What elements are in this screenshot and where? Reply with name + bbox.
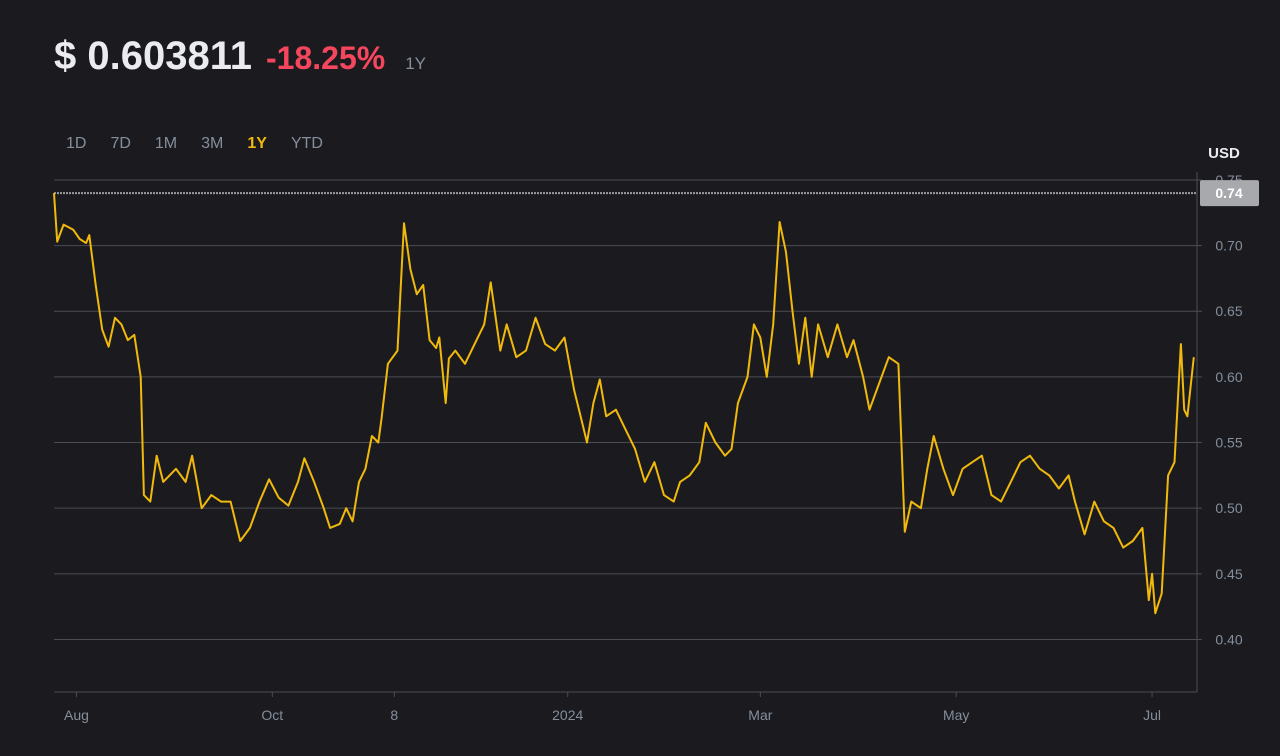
y-tick-label: 0.60 <box>1215 369 1242 385</box>
price-header: $ 0.603811 -18.25% 1Y <box>54 34 426 79</box>
price-series-line <box>53 193 1195 615</box>
x-tick-label: Oct <box>261 707 283 723</box>
y-tick-label: 0.45 <box>1215 566 1242 582</box>
tab-1m[interactable]: 1M <box>154 135 178 152</box>
currency-label: USD <box>1208 145 1240 162</box>
tab-1d[interactable]: 1D <box>66 135 87 152</box>
x-tick-label: Jul <box>1143 707 1161 723</box>
x-tick-label: May <box>943 707 969 723</box>
y-tick-label: 0.50 <box>1215 500 1242 516</box>
period-label: 1Y <box>405 54 426 73</box>
y-tick-label: 0.65 <box>1215 303 1242 319</box>
reference-price-tag <box>1200 180 1259 207</box>
reference-price-label: 0.74 <box>1215 185 1242 201</box>
current-price: $ 0.603811 <box>54 34 252 78</box>
tab-7d[interactable]: 7D <box>110 135 131 152</box>
timeframe-tabs: 1D 7D 1M 3M 1Y YTD <box>54 133 335 155</box>
x-tick-labels: Aug Oct 8 2024 Mar May Jul <box>64 707 1161 723</box>
y-tick-label: 0.40 <box>1215 631 1242 647</box>
tab-ytd[interactable]: YTD <box>290 135 323 152</box>
chart-panel <box>28 12 1260 756</box>
x-tick-label: 8 <box>390 707 398 723</box>
x-tick-label: Mar <box>748 707 772 723</box>
x-tick-label: 2024 <box>552 707 583 723</box>
y-tick-label: 0.55 <box>1215 435 1242 451</box>
tab-1y[interactable]: 1Y <box>247 135 267 152</box>
tab-3m[interactable]: 3M <box>201 135 224 152</box>
y-tick-label: 0.70 <box>1215 238 1242 254</box>
gridlines <box>54 179 1202 697</box>
x-tick-label: Aug <box>64 707 89 723</box>
y-tick-labels: 0.750.700.650.600.550.500.450.40 <box>1215 172 1242 648</box>
price-change: -18.25% <box>266 40 386 76</box>
